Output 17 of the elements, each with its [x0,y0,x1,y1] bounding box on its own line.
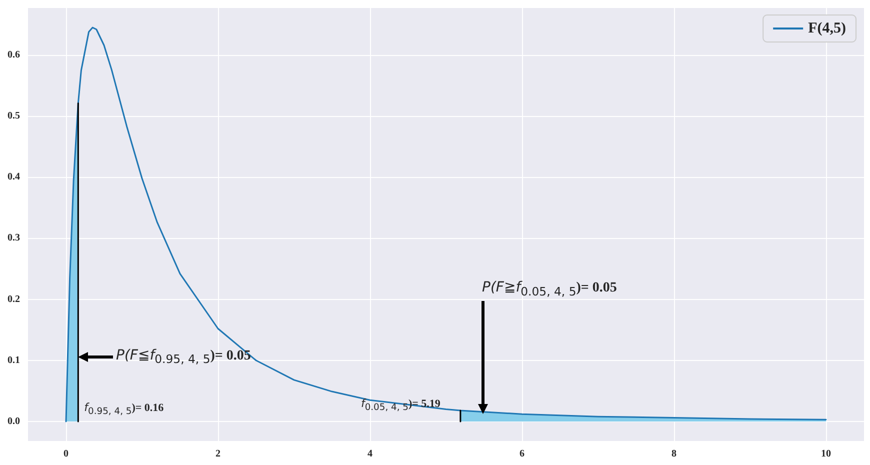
legend-label: F(4,5) [808,20,846,36]
x-tick-label: 6 [520,448,524,460]
y-tick-label: 0.5 [8,110,20,122]
annotation: P(F≧f$_{0.05, 4, 5}$)= 0.05 [482,280,617,298]
y-tick-label: 0.3 [8,232,20,244]
x-tick-label: 8 [672,448,676,460]
y-tick-label: 0.2 [8,294,20,305]
x-tick-label: 10 [821,448,831,460]
y-tick-label: 0.0 [8,416,20,427]
y-tick-label: 0.4 [8,172,20,183]
x-tick-label: 2 [216,448,220,460]
annotation: f$_{0.95, 4, 5}$)= 0.16 [84,401,164,418]
x-tick-label: 4 [368,448,372,460]
y-tick-label: 0.1 [8,354,20,366]
annotation: P(F≦f$_{0.95, 4, 5}$)= 0.05 [116,347,251,366]
x-tick-label: 0 [64,448,68,460]
y-tick-label: 0.6 [8,50,20,61]
